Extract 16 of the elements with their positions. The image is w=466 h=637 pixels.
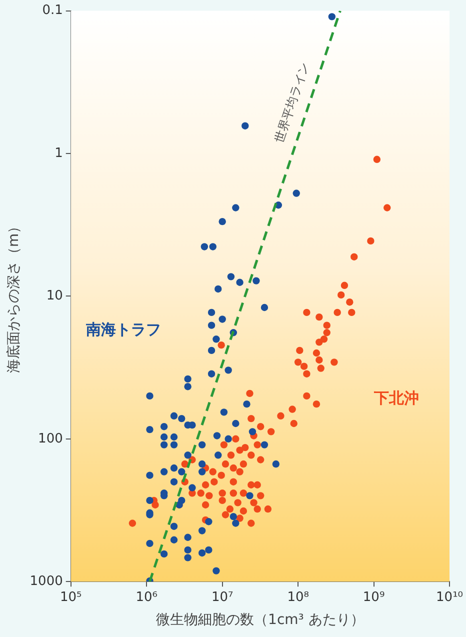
y-tick-label: 1000 [30, 574, 63, 589]
text: 世界平均ライン [272, 60, 312, 145]
x-tick-label: 10¹⁰ [436, 590, 463, 605]
x-tick-label: 10⁸ [287, 590, 309, 605]
text: 南海トラフ [85, 320, 162, 338]
y-tick-label: 10 [46, 288, 63, 304]
y-tick-label: 100 [38, 431, 63, 446]
x-tick-label: 10⁷ [211, 590, 234, 605]
x-tick-label: 10⁶ [136, 590, 158, 605]
y-tick-label: 1 [54, 146, 63, 161]
x-axis-title: 微生物細胞の数（1cm³ あたり） [156, 612, 364, 628]
x-tick-label: 10⁵ [60, 590, 82, 605]
text: 下北沖 [372, 388, 419, 407]
y-axis-title: 海底面からの深さ（m） [6, 219, 22, 374]
y-tick-label: 0.1 [42, 3, 63, 18]
x-tick-label: 10⁹ [362, 590, 385, 605]
